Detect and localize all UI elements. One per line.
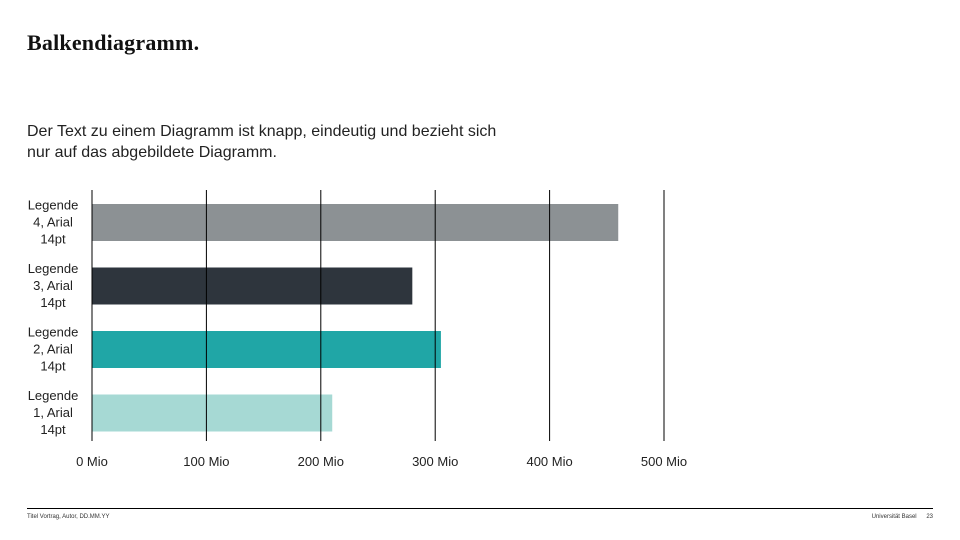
footer-right: Universität Basel 23	[864, 514, 933, 520]
x-tick-label-100: 100 Mio	[183, 454, 229, 469]
x-tick-label-200: 200 Mio	[298, 454, 344, 469]
footer-institution: Universität Basel	[871, 514, 917, 520]
footer-rule	[27, 508, 933, 509]
category-label-3: Legende 2, Arial 14pt	[28, 325, 79, 374]
x-tick-label-400: 400 Mio	[526, 454, 572, 469]
intro-line-2: nur auf das abgebildete Diagramm.	[27, 144, 277, 161]
intro-line-1: Der Text zu einem Diagramm ist knapp, ei…	[27, 123, 497, 140]
bar-4	[92, 394, 333, 432]
x-tick-label-0: 0 Mio	[76, 454, 108, 469]
category-label-2: Legende 3, Arial 14pt	[28, 261, 79, 310]
x-tick-label-300: 300 Mio	[412, 454, 458, 469]
footer-page-number: 23	[926, 514, 933, 520]
bar-1	[92, 204, 619, 241]
category-label-4: Legende 1, Arial 14pt	[28, 388, 79, 437]
footer-left-text: Titel Vortrag, Autor, DD.MM.YY	[27, 514, 110, 520]
slide-title: Balkendiagramm.	[27, 30, 200, 55]
intro-text: Der Text zu einem Diagramm ist knapp, ei…	[27, 121, 627, 163]
bar-2	[92, 267, 413, 305]
x-tick-label-500: 500 Mio	[641, 454, 687, 469]
category-label-1: Legende 4, Arial 14pt	[28, 198, 79, 247]
bar-3	[92, 331, 441, 368]
